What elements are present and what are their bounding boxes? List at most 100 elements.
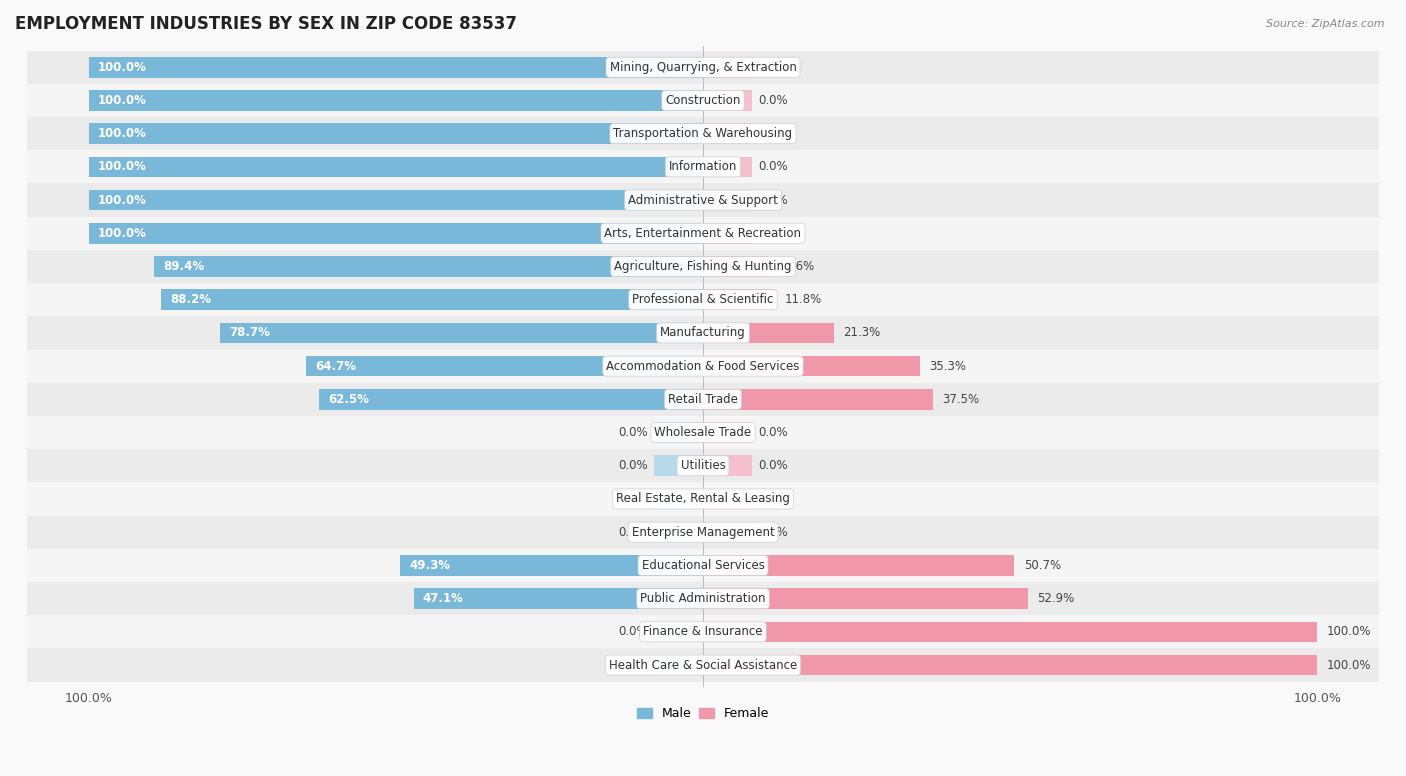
Text: Professional & Scientific: Professional & Scientific — [633, 293, 773, 307]
Bar — [27, 483, 1379, 515]
Bar — [27, 250, 1379, 283]
Text: 10.6%: 10.6% — [778, 260, 814, 273]
Bar — [703, 190, 752, 210]
Bar — [703, 289, 776, 310]
Bar — [319, 389, 703, 410]
Text: Source: ZipAtlas.com: Source: ZipAtlas.com — [1267, 19, 1385, 29]
Text: Mining, Quarrying, & Extraction: Mining, Quarrying, & Extraction — [610, 61, 796, 74]
Text: 100.0%: 100.0% — [1326, 625, 1371, 639]
Bar — [703, 422, 752, 443]
Bar — [703, 223, 752, 244]
Bar — [654, 622, 703, 642]
Bar — [703, 157, 752, 177]
Text: 0.0%: 0.0% — [758, 193, 787, 206]
Text: Health Care & Social Assistance: Health Care & Social Assistance — [609, 659, 797, 671]
Bar — [703, 356, 752, 376]
Bar — [703, 555, 1015, 576]
Bar — [89, 223, 703, 244]
Text: Retail Trade: Retail Trade — [668, 393, 738, 406]
Text: 0.0%: 0.0% — [758, 227, 787, 240]
Bar — [703, 489, 752, 509]
Bar — [27, 449, 1379, 483]
Text: 100.0%: 100.0% — [98, 127, 146, 140]
Text: Accommodation & Food Services: Accommodation & Food Services — [606, 359, 800, 372]
Bar — [703, 555, 752, 576]
Bar — [654, 522, 703, 542]
Text: 0.0%: 0.0% — [758, 525, 787, 539]
Text: 50.7%: 50.7% — [1024, 559, 1060, 572]
Text: Enterprise Management: Enterprise Management — [631, 525, 775, 539]
Bar — [703, 389, 934, 410]
Bar — [89, 123, 703, 144]
Text: Wholesale Trade: Wholesale Trade — [654, 426, 752, 439]
Text: 0.0%: 0.0% — [758, 61, 787, 74]
Text: 0.0%: 0.0% — [758, 426, 787, 439]
Text: 0.0%: 0.0% — [758, 493, 787, 505]
Bar — [89, 90, 703, 111]
Text: 35.3%: 35.3% — [929, 359, 966, 372]
Bar — [162, 289, 703, 310]
Bar — [27, 649, 1379, 681]
Text: 0.0%: 0.0% — [758, 127, 787, 140]
Bar — [413, 588, 703, 609]
Bar — [654, 655, 703, 675]
Text: 100.0%: 100.0% — [1326, 659, 1371, 671]
Bar — [219, 323, 703, 343]
Bar — [703, 389, 752, 410]
Bar — [89, 190, 703, 210]
Bar — [703, 655, 1317, 675]
Bar — [27, 383, 1379, 416]
Text: Administrative & Support: Administrative & Support — [628, 193, 778, 206]
Text: 100.0%: 100.0% — [98, 193, 146, 206]
Text: 52.9%: 52.9% — [1038, 592, 1074, 605]
Bar — [654, 422, 703, 443]
Bar — [703, 323, 752, 343]
Bar — [27, 549, 1379, 582]
Text: 100.0%: 100.0% — [98, 227, 146, 240]
Bar — [153, 256, 703, 277]
Text: 100.0%: 100.0% — [98, 161, 146, 173]
Text: EMPLOYMENT INDUSTRIES BY SEX IN ZIP CODE 83537: EMPLOYMENT INDUSTRIES BY SEX IN ZIP CODE… — [15, 15, 517, 33]
Text: 0.0%: 0.0% — [619, 493, 648, 505]
Text: Utilities: Utilities — [681, 459, 725, 473]
Text: Educational Services: Educational Services — [641, 559, 765, 572]
Text: Construction: Construction — [665, 94, 741, 107]
Bar — [27, 50, 1379, 84]
Text: 11.8%: 11.8% — [785, 293, 823, 307]
Text: 64.7%: 64.7% — [315, 359, 356, 372]
Bar — [27, 349, 1379, 383]
Bar — [703, 323, 834, 343]
Text: 89.4%: 89.4% — [163, 260, 204, 273]
Text: Finance & Insurance: Finance & Insurance — [644, 625, 762, 639]
Text: 0.0%: 0.0% — [619, 659, 648, 671]
Bar — [27, 217, 1379, 250]
Text: 88.2%: 88.2% — [170, 293, 211, 307]
Bar — [703, 622, 1317, 642]
Bar — [703, 123, 752, 144]
Text: Manufacturing: Manufacturing — [661, 327, 745, 339]
Text: 0.0%: 0.0% — [619, 625, 648, 639]
Text: 0.0%: 0.0% — [619, 426, 648, 439]
Text: 0.0%: 0.0% — [619, 525, 648, 539]
Text: 47.1%: 47.1% — [423, 592, 464, 605]
Bar — [27, 416, 1379, 449]
Bar — [27, 117, 1379, 151]
Bar — [703, 456, 752, 476]
Bar — [27, 317, 1379, 349]
Bar — [27, 151, 1379, 183]
Bar — [27, 183, 1379, 217]
Text: Public Administration: Public Administration — [640, 592, 766, 605]
Text: 0.0%: 0.0% — [758, 161, 787, 173]
Bar — [703, 588, 1028, 609]
Bar — [305, 356, 703, 376]
Bar — [703, 356, 920, 376]
Legend: Male, Female: Male, Female — [631, 702, 775, 726]
Bar — [27, 515, 1379, 549]
Text: 0.0%: 0.0% — [758, 459, 787, 473]
Text: Arts, Entertainment & Recreation: Arts, Entertainment & Recreation — [605, 227, 801, 240]
Text: 37.5%: 37.5% — [942, 393, 980, 406]
Bar — [89, 157, 703, 177]
Bar — [703, 289, 752, 310]
Bar — [654, 456, 703, 476]
Text: 49.3%: 49.3% — [409, 559, 450, 572]
